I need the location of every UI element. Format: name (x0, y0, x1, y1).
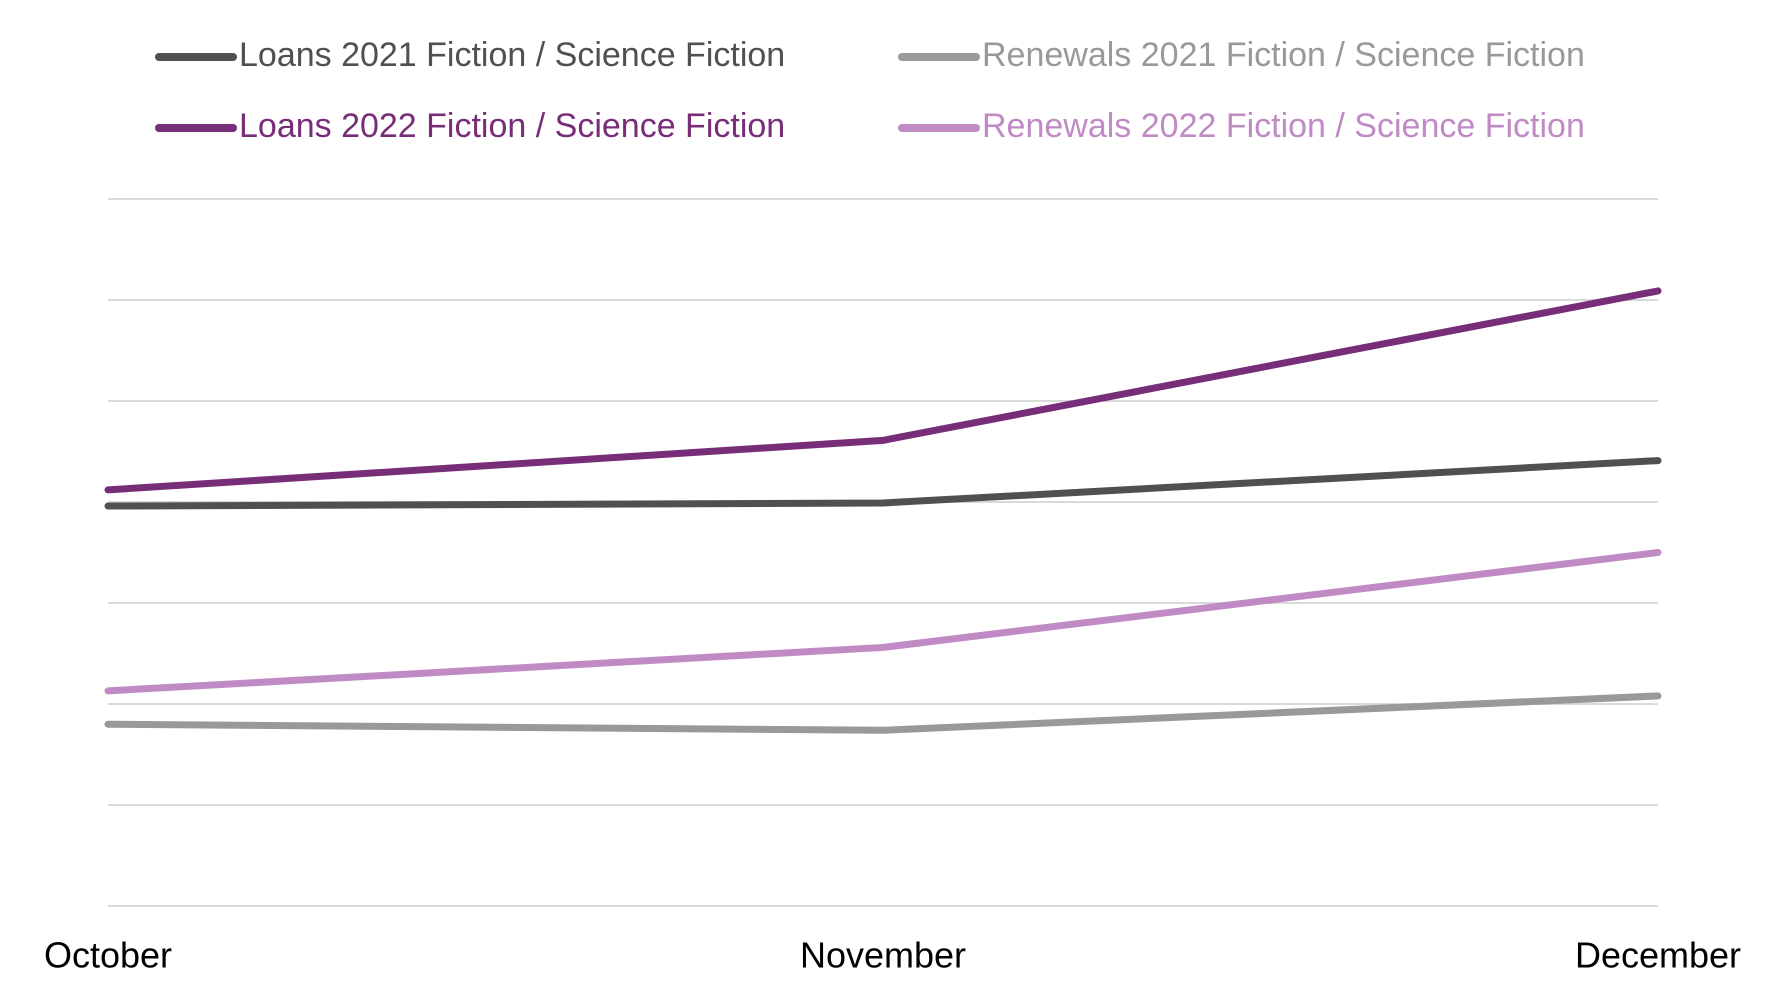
series-line (104, 692, 1662, 734)
legend-label: Renewals 2022 Fiction / Science Fiction (982, 107, 1585, 145)
legend-label: Loans 2022 Fiction / Science Fiction (239, 107, 785, 145)
legend-label: Renewals 2021 Fiction / Science Fiction (982, 36, 1585, 74)
series-line (104, 457, 1662, 510)
x-tick-label: December (1575, 935, 1741, 976)
legend-label: Loans 2021 Fiction / Science Fiction (239, 36, 785, 74)
x-tick-label: November (800, 935, 966, 976)
x-tick-label: October (44, 935, 172, 976)
series-line (104, 549, 1662, 695)
series-line (104, 287, 1662, 494)
